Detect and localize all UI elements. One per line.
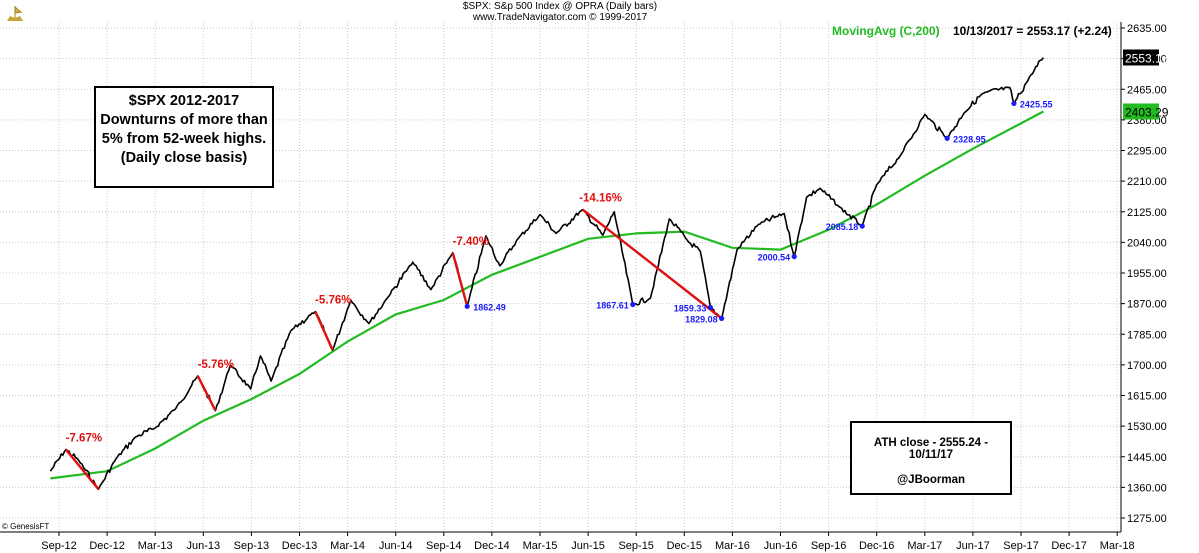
x-tick-label: Sep-16 [811,540,846,552]
low-point-marker [719,315,725,321]
y-tick-label: 2210.00 [1127,176,1167,188]
title-box-line-4: (Daily close basis) [120,150,248,166]
trade-navigator-logo-icon [4,4,26,24]
title-box-line-2: Downturns of more than [100,112,268,128]
x-tick-label: Mar-18 [1100,540,1135,552]
ath-note-line: ATH close - 2555.24 - 10/11/17 [873,437,989,461]
x-tick-label: Dec-12 [89,540,124,552]
chart-header-symbol: $SPX: S&p 500 Index @ OPRA (Daily bars) [462,1,658,12]
indicator-readout: 10/13/2017 = 2553.17 (+2.24) [953,24,1112,38]
x-tick-label: Sep-12 [41,540,76,552]
drawdown-line [451,252,469,307]
title-box-line-3: 5% from 52-week highs. [101,131,267,147]
low-point-marker [944,135,950,141]
ma-price-tag-bg [1123,103,1159,120]
genesis-credit: © GenesisFT [2,522,50,531]
y-tick-label: 1275.00 [1127,513,1167,525]
drawdown-label: -7.67% [66,433,102,445]
x-tick-label: Jun-13 [186,540,220,552]
y-tick-label: 1360.00 [1127,482,1167,494]
x-tick-label: Sep-17 [1003,540,1038,552]
y-tick-label: 2295.00 [1127,146,1167,158]
drawdown-line [581,208,723,320]
x-tick-label: Mar-16 [715,540,750,552]
x-tick-label: Jun-14 [379,540,413,552]
drawdown-label: -5.76% [198,359,234,371]
chart-header-copyright: www.TradeNavigator.com © 1999-2017 [472,12,648,23]
low-point-marker [859,223,865,229]
ath-note-box: ATH close - 2555.24 - 10/11/17 @JBoorman [850,421,1012,495]
drawdown-label: -14.16% [579,193,622,205]
handle-line: @JBoorman [896,474,966,486]
y-tick-label: 1955.00 [1127,268,1167,280]
moving-average-line [50,110,1044,480]
x-tick-label: Dec-15 [667,540,702,552]
low-point-label: 2425.55 [1020,99,1053,109]
y-tick-label: 1700.00 [1127,360,1167,372]
low-point-marker [464,303,470,309]
y-tick-label: 2040.00 [1127,237,1167,249]
drawdown-label: -7.40% [453,236,489,248]
y-tick-label: 2635.00 [1127,23,1167,35]
ma-price-tag: 2403.29 [1125,105,1169,119]
x-tick-label: Mar-15 [523,540,558,552]
x-tick-label: Dec-14 [474,540,509,552]
x-tick-label: Sep-13 [234,540,269,552]
x-tick-label: Sep-15 [618,540,653,552]
y-tick-label: 1530.00 [1127,421,1167,433]
low-point-label: 2000.54 [758,253,791,263]
low-point-label: 1862.49 [473,302,506,312]
x-tick-label: Mar-13 [138,540,173,552]
drawdown-line [314,311,334,351]
low-point-label: 2328.95 [953,134,986,144]
low-point-marker [707,304,713,311]
title-box-line-1: $SPX 2012-2017 [128,93,240,109]
x-tick-label: Jun-16 [764,540,798,552]
y-tick-label: 2465.00 [1127,84,1167,96]
last-price-tag: 2553.17 [1125,51,1169,65]
drawdown-label: -5.76% [315,295,351,307]
low-point-marker [791,253,797,260]
low-point-label: 1859.33 [674,303,707,313]
drawdown-line [64,448,100,490]
x-tick-label: Mar-17 [907,540,942,552]
low-point-marker [1011,100,1017,107]
last-price-tag-bg [1123,49,1159,66]
indicator-name: MovingAvg (C,200) [832,24,940,38]
title-box: $SPX 2012-2017 Downturns of more than 5%… [94,86,274,188]
low-point-label: 2085.18 [826,222,859,232]
x-tick-label: Jun-15 [571,540,605,552]
x-tick-label: Sep-14 [426,540,461,552]
price-line [49,57,1045,491]
x-tick-label: Dec-17 [1051,540,1086,552]
x-tick-label: Mar-14 [330,540,365,552]
y-tick-label: 1870.00 [1127,299,1167,311]
drawdown-line [196,375,217,412]
y-tick-label: 1785.00 [1127,329,1167,341]
y-tick-label: 1615.00 [1127,391,1167,403]
x-tick-label: Dec-13 [282,540,317,552]
x-tick-label: Dec-16 [859,540,894,552]
y-tick-label: 2125.00 [1127,207,1167,219]
y-tick-label: 1445.00 [1127,452,1167,464]
low-point-marker [630,301,636,308]
low-point-label: 1829.08 [685,314,718,324]
x-tick-label: Jun-17 [956,540,990,552]
low-point-label: 1867.61 [596,300,629,310]
